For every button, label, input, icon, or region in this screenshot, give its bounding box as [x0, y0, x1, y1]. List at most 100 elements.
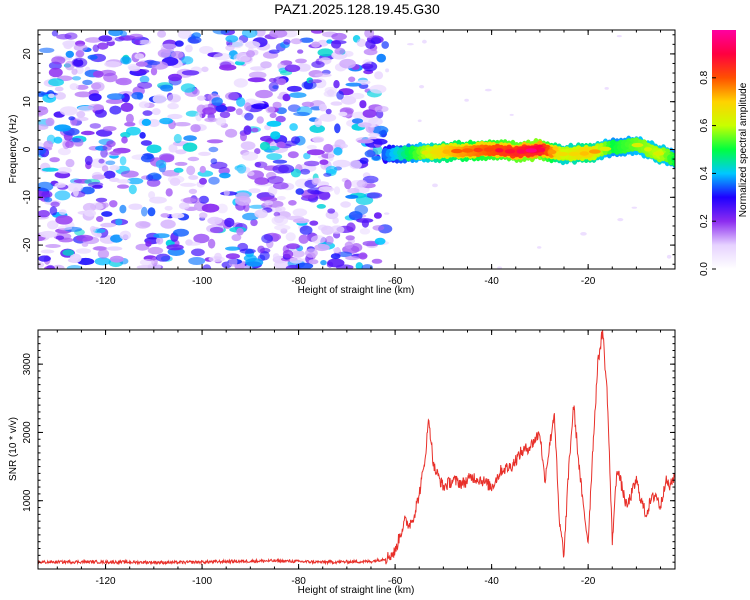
ridge-core	[504, 149, 516, 154]
x-tick-label: -100	[192, 276, 212, 287]
noise-blob	[106, 246, 123, 251]
noise-blob	[333, 186, 341, 195]
noise-blob	[187, 156, 200, 162]
noise-blob	[311, 235, 326, 244]
noise-blob	[293, 111, 310, 117]
noise-blob	[147, 207, 156, 217]
noise-blob	[330, 253, 341, 260]
noise-blob	[199, 177, 207, 185]
noise-blob	[364, 150, 376, 158]
noise-blob	[199, 46, 214, 54]
noise-blob	[381, 41, 390, 49]
noise-blob	[330, 101, 343, 106]
noise-blob	[73, 44, 88, 52]
noise-blob	[75, 234, 94, 242]
noise-blob	[84, 155, 93, 166]
ridge-core	[579, 151, 589, 156]
noise-blob	[311, 61, 325, 68]
noise-blob	[59, 106, 78, 116]
noise-blob	[301, 101, 315, 108]
noise-blob	[214, 252, 222, 261]
noise-blob	[38, 124, 49, 130]
ridge-core	[589, 149, 601, 154]
noise-blob	[362, 109, 377, 118]
noise-blob	[201, 66, 209, 73]
noise-blob	[210, 158, 218, 165]
noise-blob	[109, 150, 121, 156]
noise-blob	[58, 209, 67, 216]
noise-blob	[181, 56, 194, 65]
noise-blob	[273, 211, 281, 217]
noise-blob	[213, 52, 231, 61]
noise-blob	[225, 92, 239, 101]
noise-blob	[310, 30, 324, 34]
noise-blob	[358, 252, 368, 260]
noise-blob	[82, 79, 93, 86]
noise-blob	[344, 179, 352, 190]
noise-blob	[48, 78, 64, 87]
noise-blob	[266, 120, 282, 127]
noise-blob	[92, 228, 106, 234]
noise-blob	[268, 185, 278, 196]
noise-blob	[305, 248, 318, 258]
noise-blob	[251, 127, 259, 133]
noise-blob	[57, 147, 71, 156]
ridge-core	[451, 148, 463, 154]
noise-blob	[115, 77, 132, 86]
noise-blob	[370, 37, 382, 45]
noise-blob	[167, 102, 179, 110]
noise-blob	[318, 186, 334, 193]
noise-blob	[378, 130, 388, 138]
noise-blob	[109, 105, 122, 115]
colorbar-tick-label: 0.4	[699, 166, 710, 180]
noise-blob	[56, 33, 72, 40]
spectrogram-x-ticks: -120 -100 -80 -60 -40 -20	[56, 30, 662, 287]
noise-blob	[350, 92, 365, 100]
noise-blob	[74, 91, 92, 98]
noise-blob	[254, 148, 261, 155]
x-tick-label: -120	[96, 276, 116, 287]
noise-blob	[148, 119, 160, 127]
noise-blob	[85, 37, 102, 43]
noise-blob	[97, 249, 110, 259]
noise-blob	[44, 197, 53, 203]
noise-blob	[275, 206, 286, 213]
noise-blob	[197, 95, 206, 101]
noise-blob	[41, 190, 53, 198]
noise-blob	[276, 107, 287, 115]
noise-blob	[320, 260, 327, 266]
noise-blob	[57, 225, 73, 231]
noise-blob	[340, 143, 349, 149]
noise-blob	[314, 117, 322, 128]
noise-blob	[69, 253, 82, 263]
noise-blob	[135, 243, 150, 251]
noise-blob	[109, 255, 124, 263]
noise-blob	[171, 50, 184, 59]
noise-blob	[185, 241, 201, 246]
noise-blob	[334, 123, 341, 134]
noise-blob	[240, 141, 256, 151]
noise-blob	[349, 159, 362, 170]
noise-blob	[182, 142, 198, 152]
x-tick-label: -40	[484, 276, 499, 287]
noise-blob	[150, 67, 158, 76]
noise-blob	[369, 84, 387, 94]
noise-blob	[268, 49, 280, 54]
noise-blob	[248, 188, 261, 194]
noise-blob	[314, 243, 330, 252]
noise-blob	[71, 57, 88, 68]
noise-blob	[167, 113, 183, 120]
noise-blob	[155, 159, 167, 169]
noise-blob	[223, 190, 230, 196]
noise-blob	[153, 233, 170, 239]
noise-blob	[345, 82, 362, 87]
noise-blob	[248, 71, 267, 79]
noise-blob	[188, 175, 199, 180]
noise-blob	[183, 135, 197, 142]
noise-blob	[266, 146, 280, 151]
noise-blob	[115, 218, 123, 226]
noise-blob	[95, 129, 113, 137]
noise-blob	[187, 36, 202, 44]
ridge-core	[421, 150, 429, 155]
